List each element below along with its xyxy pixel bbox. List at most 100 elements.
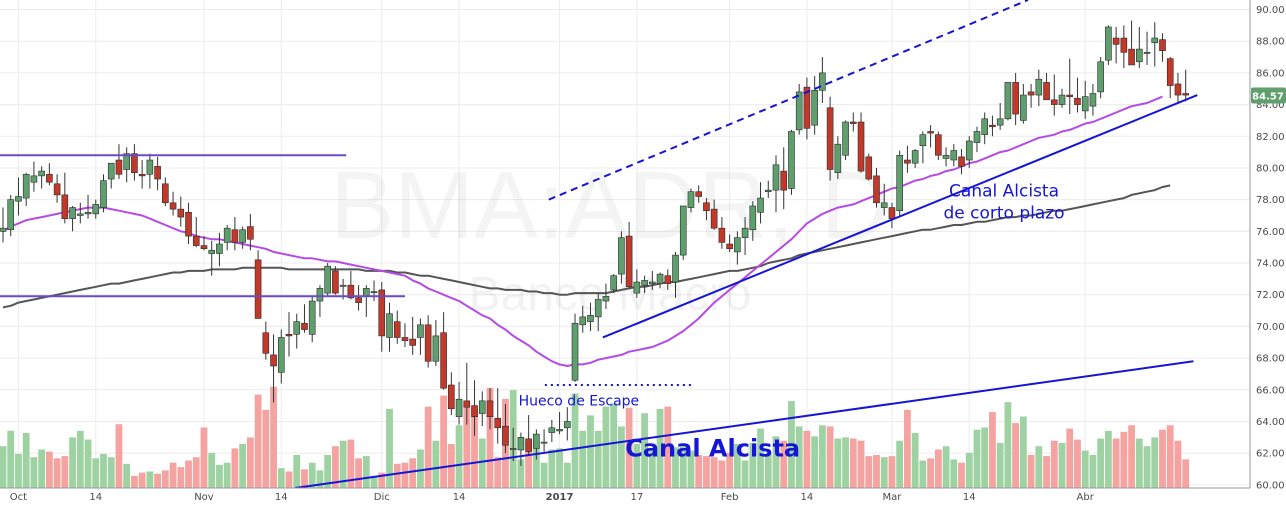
- candle-down: [200, 245, 208, 250]
- volume-bar: [107, 457, 115, 488]
- volume-bar: [22, 433, 30, 488]
- volume-bar: [339, 440, 347, 488]
- volume-bar: [764, 453, 772, 488]
- candle-down: [904, 159, 911, 164]
- candle-up: [896, 154, 903, 212]
- volume-bar: [308, 462, 316, 488]
- volume-bar: [38, 449, 46, 488]
- candle-down: [131, 153, 138, 174]
- volume-bar: [927, 458, 934, 488]
- annotation-label: Hueco de Escape: [519, 394, 640, 410]
- candle-up: [517, 436, 525, 451]
- volume-bar: [1104, 430, 1112, 488]
- volume-bar: [795, 426, 803, 488]
- volume-bar: [370, 475, 378, 488]
- volume-bar: [548, 449, 556, 488]
- candle-down: [61, 194, 69, 219]
- volume-bar: [301, 469, 308, 488]
- candle-up: [795, 91, 803, 131]
- volume-bar: [1143, 446, 1151, 488]
- volume-bar: [45, 451, 53, 488]
- candle-down: [262, 332, 270, 354]
- candle-up: [811, 90, 818, 126]
- grid: [0, 0, 1250, 488]
- price-tick-label: 66.00: [1256, 385, 1285, 396]
- volume-bar: [633, 444, 641, 488]
- candle-down: [803, 86, 811, 129]
- candle-up: [1058, 94, 1066, 105]
- candle-down: [865, 156, 873, 180]
- price-tick-label: 68.00: [1256, 354, 1285, 365]
- volume-bar: [857, 440, 865, 488]
- candle-down: [625, 235, 633, 288]
- price-axis-bg: [1250, 0, 1286, 488]
- volume-bar: [378, 472, 386, 488]
- candle-down: [726, 243, 733, 250]
- volume-bar: [788, 401, 795, 488]
- candle-up: [1020, 94, 1027, 121]
- candle-up: [587, 314, 594, 322]
- candle-up: [84, 212, 92, 215]
- volume-bar: [123, 463, 131, 488]
- candle-up: [1151, 37, 1159, 44]
- volume-bar: [718, 460, 726, 488]
- volume-bar: [1058, 442, 1066, 488]
- volume-bar: [115, 424, 123, 488]
- price-tick-label: 86.00: [1256, 68, 1285, 79]
- candle-down: [1074, 97, 1081, 105]
- volume-bar: [200, 427, 208, 488]
- volume-bar: [84, 439, 92, 488]
- price-tick-label: 74.00: [1256, 259, 1285, 270]
- candle-up: [618, 237, 625, 275]
- volume-bar: [695, 455, 703, 488]
- candle-up: [734, 237, 741, 253]
- candle-down: [378, 289, 386, 337]
- volume-bar: [146, 471, 154, 488]
- time-tick-label: 17: [630, 492, 643, 503]
- watermark: BMA:ADR, D Banco Macro: [330, 152, 890, 321]
- candle-up: [293, 321, 301, 335]
- volume-bar: [826, 426, 834, 488]
- candle-down: [463, 400, 471, 408]
- candle-down: [192, 235, 200, 246]
- volume-bar: [138, 472, 146, 488]
- volume-bar: [1081, 450, 1089, 488]
- candle-up: [386, 313, 393, 338]
- candle-down: [424, 324, 432, 362]
- volume-bar: [92, 458, 100, 488]
- candle-down: [1120, 37, 1128, 53]
- candle-down: [1043, 82, 1050, 101]
- candle-up: [432, 335, 440, 362]
- candle-up: [981, 118, 989, 135]
- volume-bar: [223, 462, 231, 488]
- volume-bar: [556, 448, 563, 488]
- candle-up: [363, 288, 370, 297]
- volume-bar: [409, 458, 417, 488]
- candle-down: [169, 202, 177, 210]
- candle-down: [471, 405, 478, 418]
- candle-up: [610, 275, 617, 291]
- candle-up: [1097, 61, 1104, 93]
- candle-up: [69, 207, 76, 219]
- time-axis: Oct 14 Nov 14 Dic 14 2017 17 Feb 14 Mar 14 Abr: [10, 492, 1095, 503]
- price-tick-label: 78.00: [1256, 195, 1285, 206]
- candle-down: [53, 183, 61, 196]
- volume-bar: [610, 403, 618, 488]
- volume-bar: [958, 462, 965, 488]
- volume-bar: [316, 470, 324, 488]
- candle-up: [973, 131, 981, 143]
- volume-bar: [641, 413, 648, 488]
- volume-bar: [246, 437, 254, 488]
- candle-up: [741, 227, 749, 238]
- price-axis: 90.00 88.00 86.00 84.00 82.00 80.00 78.00 76.00…: [1256, 5, 1285, 491]
- annotation-label: de corto plazo: [943, 204, 1064, 224]
- volume-bar: [540, 462, 548, 488]
- volume-bar: [965, 452, 973, 488]
- volume-bar: [1074, 439, 1081, 488]
- volume-bar: [331, 446, 339, 488]
- candle-down: [115, 159, 123, 175]
- volume-bar: [525, 441, 533, 488]
- candle-up: [919, 134, 927, 147]
- price-tick-label: 82.00: [1256, 132, 1285, 143]
